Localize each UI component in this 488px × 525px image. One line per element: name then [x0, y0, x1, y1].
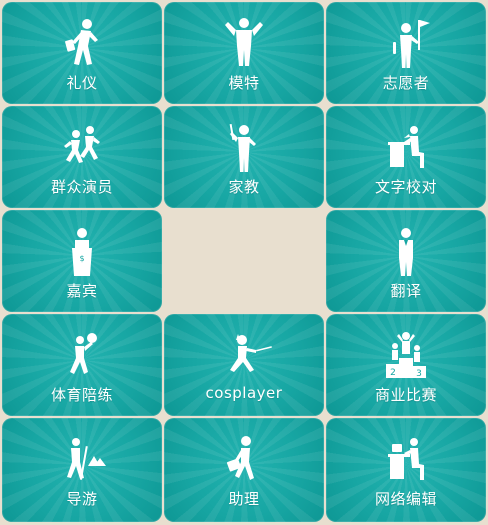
- tutor-icon: [216, 120, 272, 176]
- tile-label: 群众演员: [50, 178, 113, 196]
- proofreader-desk-icon: [378, 120, 434, 176]
- volunteer-flag-icon: [378, 16, 434, 72]
- tile-label: 商业比赛: [374, 386, 437, 404]
- tile-label: 家教: [228, 178, 260, 196]
- tile-label: cosplayer: [205, 384, 283, 402]
- tile-guest[interactable]: $ 嘉宾: [2, 210, 162, 312]
- model-figure-icon: [216, 16, 272, 72]
- tile-label: 志愿者: [382, 74, 430, 92]
- tile-volunteer[interactable]: 志愿者: [326, 2, 486, 104]
- tile-label: 助理: [228, 490, 260, 508]
- tile-crowd-actors[interactable]: 群众演员: [2, 106, 162, 208]
- tile-business-competition[interactable]: 2 3 商业比赛: [326, 314, 486, 416]
- guest-podium-icon: $: [54, 224, 110, 280]
- tile-sports-sparring[interactable]: 体育陪练: [2, 314, 162, 416]
- tile-label: 嘉宾: [66, 282, 98, 300]
- tour-guide-hiker-icon: [54, 432, 110, 488]
- empty-grid-cell: [164, 210, 324, 312]
- etiquette-figure-icon: [54, 16, 110, 72]
- network-editor-desk-icon: [378, 432, 434, 488]
- podium-number-3: 3: [416, 369, 422, 379]
- tile-etiquette[interactable]: 礼仪: [2, 2, 162, 104]
- tile-label: 导游: [66, 490, 98, 508]
- tile-proofreading[interactable]: 文字校对: [326, 106, 486, 208]
- svg-text:$: $: [79, 254, 84, 263]
- tile-translation[interactable]: 翻译: [326, 210, 486, 312]
- tile-model[interactable]: 模特: [164, 2, 324, 104]
- tile-tour-guide[interactable]: 导游: [2, 418, 162, 522]
- tile-label: 模特: [228, 74, 260, 92]
- tile-label: 网络编辑: [374, 490, 437, 508]
- tile-label: 礼仪: [66, 74, 98, 92]
- fencer-icon: [216, 328, 272, 384]
- tile-tutor[interactable]: 家教: [164, 106, 324, 208]
- tile-cosplayer[interactable]: cosplayer: [164, 314, 324, 416]
- translator-figure-icon: [378, 224, 434, 280]
- tile-network-editor[interactable]: 网络编辑: [326, 418, 486, 522]
- tile-assistant[interactable]: 助理: [164, 418, 324, 522]
- crowd-actors-icon: [54, 120, 110, 176]
- assistant-briefcase-icon: [216, 432, 272, 488]
- tile-label: 文字校对: [374, 178, 437, 196]
- sports-sparring-icon: [54, 328, 110, 384]
- tile-label: 体育陪练: [50, 386, 113, 404]
- tile-label: 翻译: [390, 282, 422, 300]
- podium-winners-icon: 2 3: [378, 328, 434, 384]
- podium-number-2: 2: [390, 368, 396, 378]
